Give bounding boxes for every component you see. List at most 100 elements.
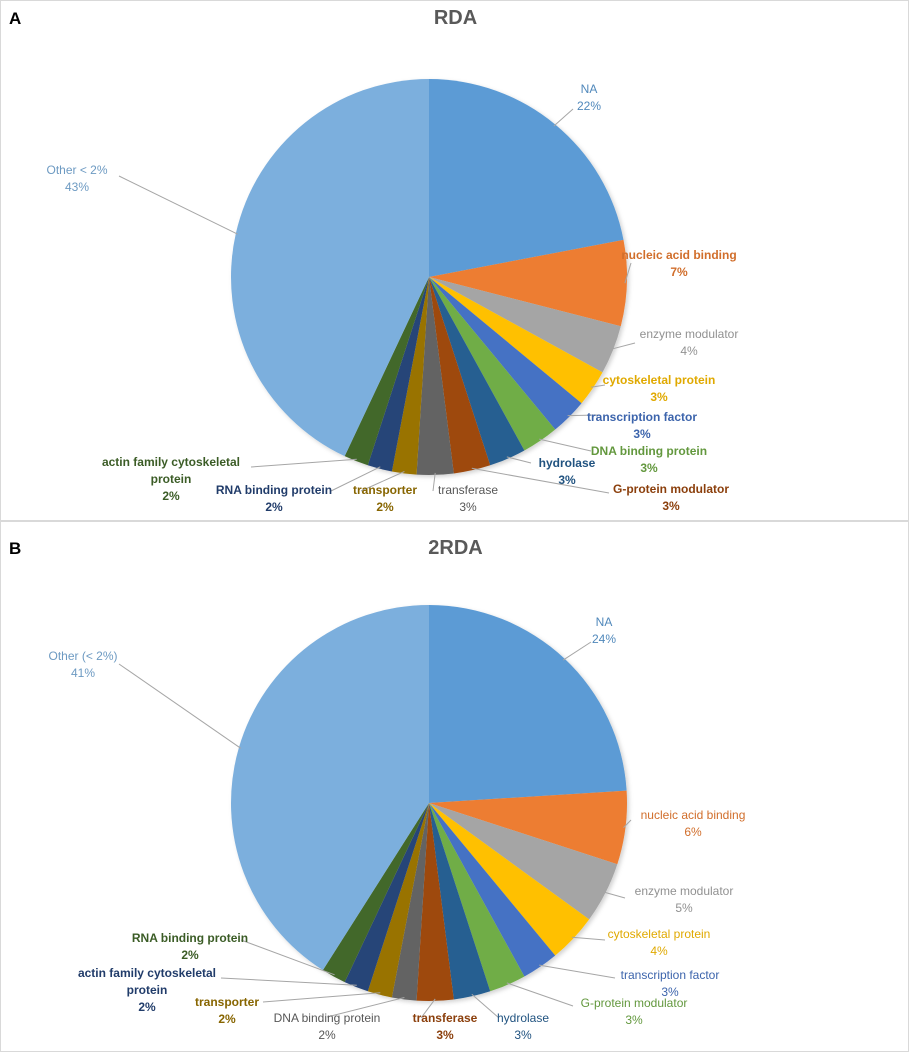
slice-label-dna-binding-protein: DNA binding protein [274, 1011, 381, 1025]
leader-line-transferase [420, 998, 436, 1019]
slice-label-nucleic-acid-binding: nucleic acid binding [621, 248, 736, 262]
slice-label-hydrolase: hydrolase [497, 1011, 549, 1025]
slice-label-transferase: transferase [438, 483, 498, 497]
pie-slice-other-2 [230, 605, 429, 971]
slice-label-dna-binding-protein: DNA binding protein [591, 444, 707, 458]
slice-percent-other-2: 41% [71, 666, 95, 680]
slice-label-nucleic-acid-binding: nucleic acid binding [641, 808, 746, 822]
pie-slice-transcription-factor [429, 277, 582, 430]
slice-percent-dna-binding-protein: 3% [640, 461, 658, 475]
slice-percent-na: 24% [592, 632, 616, 646]
pie-slice-transporter [391, 277, 429, 475]
leader-line-transporter [262, 992, 381, 1003]
slice-percent-g-protein-modulator: 3% [662, 499, 680, 513]
slice-label-enzyme-modulator: enzyme modulator [635, 884, 734, 898]
chart-title-2rda: 2RDA [428, 537, 483, 559]
slice-label-transporter: transporter [353, 483, 417, 497]
leader-line-hydrolase [471, 993, 500, 1019]
leader-line-g-protein-modulator [471, 467, 610, 494]
leader-line-other-2 [118, 175, 238, 235]
pie-slice-enzyme-modulator [429, 277, 621, 373]
leader-line-g-protein-modulator [506, 982, 574, 1007]
leader-line-actin-family-cytoskeletal-protein [250, 458, 357, 468]
leader-line-cytoskeletal-protein [591, 384, 606, 388]
slice-percent-g-protein-modulator: 3% [625, 1013, 643, 1027]
slice-percent-transcription-factor: 3% [633, 427, 651, 441]
slice-percent-transferase: 3% [459, 500, 477, 514]
pie-slice-transferase [416, 803, 454, 1002]
slice-percent-dna-binding-protein: 2% [318, 1028, 336, 1042]
panel-letter-b: B [9, 539, 22, 558]
slice-label-rna-binding-protein: RNA binding protein [132, 931, 248, 945]
pie-slice-g-protein-modulator [429, 277, 491, 474]
pie-slice-transferase [416, 277, 454, 476]
leader-line-hydrolase [506, 456, 532, 464]
leader-line-cytoskeletal-protein [571, 936, 606, 941]
slice-percent-transporter: 2% [218, 1012, 236, 1026]
pie-slice-hydrolase [429, 803, 491, 1000]
slice-percent-actin-family-cytoskeletal-protein: 2% [138, 1000, 156, 1014]
slice-percent-actin-family-cytoskeletal-protein: 2% [162, 489, 180, 503]
pie-slice-other-2 [230, 78, 429, 457]
leader-line-rna-binding-protein [330, 466, 381, 492]
slice-percent-cytoskeletal-protein: 3% [650, 390, 668, 404]
leader-line-transferase [432, 472, 436, 492]
pie-chart-rda: NA 22% nucleic acid binding 7% enzyme modula… [46, 78, 739, 514]
pie-slice-actin-family-cytoskeletal-protein [344, 277, 429, 466]
slice-percent-hydrolase: 3% [514, 1028, 532, 1042]
pie-slice-hydrolase [429, 277, 525, 466]
leader-line-other-2 [118, 663, 242, 749]
slice-percent-enzyme-modulator: 4% [680, 344, 698, 358]
pie-slice-rna-binding-protein [322, 803, 429, 983]
pie-slice-na [429, 605, 627, 803]
leader-line-na [562, 641, 592, 661]
pie-slice-na [429, 79, 624, 277]
pie-slices [230, 78, 627, 476]
slice-label-rna-binding-protein: RNA binding protein [216, 483, 332, 497]
slice-label-cytoskeletal-protein: cytoskeletal protein [603, 373, 716, 387]
slice-label-actin-family-cytoskeletal-protein-line2: protein [151, 472, 192, 486]
pie-slice-dna-binding-protein [429, 277, 556, 451]
slice-percent-transporter: 2% [376, 500, 394, 514]
leader-line-transcription-factor [567, 414, 600, 417]
leader-line-nucleic-acid-binding [624, 262, 632, 284]
pie-slice-cytoskeletal-protein [429, 803, 590, 956]
slice-percent-transferase: 3% [436, 1028, 454, 1042]
slice-label-transcription-factor: transcription factor [587, 410, 697, 424]
slice-percent-cytoskeletal-protein: 4% [650, 944, 668, 958]
leader-line-enzyme-modulator [603, 891, 626, 899]
chart-title-rda: RDA [433, 7, 478, 29]
slice-label-g-protein-modulator: G-protein modulator [613, 482, 729, 496]
slice-label-actin-family-cytoskeletal-protein: actin family cytoskeletal [78, 966, 216, 980]
slice-label-transferase: transferase [413, 1011, 478, 1025]
leader-line-rna-binding-protein [240, 939, 335, 976]
slice-percent-hydrolase: 3% [558, 473, 576, 487]
slice-label-enzyme-modulator: enzyme modulator [640, 327, 739, 341]
pie-slices [230, 605, 628, 1002]
slice-label-actin-family-cytoskeletal-protein-line2: protein [127, 983, 168, 997]
leader-line-transporter [360, 471, 405, 492]
pie-slice-cytoskeletal-protein [429, 277, 603, 404]
slice-percent-nucleic-acid-binding: 7% [670, 265, 688, 279]
pie-slice-rna-binding-protein [367, 277, 429, 472]
leader-line-dna-binding-protein [326, 997, 405, 1018]
slice-label-actin-family-cytoskeletal-protein: actin family cytoskeletal [102, 455, 240, 469]
slice-label-transporter: transporter [195, 995, 259, 1009]
pie-slice-enzyme-modulator [429, 803, 618, 920]
slice-label-na: NA [581, 82, 598, 96]
pie-slice-nucleic-acid-binding [429, 790, 628, 865]
slice-label-g-protein-modulator: G-protein modulator [581, 996, 688, 1010]
pie-slice-transporter [367, 803, 429, 998]
pie-slice-g-protein-modulator [429, 803, 525, 992]
slice-percent-rna-binding-protein: 2% [265, 500, 283, 514]
leader-line-enzyme-modulator [611, 342, 636, 350]
slice-percent-enzyme-modulator: 5% [675, 901, 693, 915]
pie-slice-actin-family-cytoskeletal-protein [344, 803, 429, 992]
panel-letter-a: A [9, 9, 22, 28]
pie-slice-nucleic-acid-binding [429, 239, 627, 327]
slice-label-other-2: Other < 2% [46, 163, 107, 177]
slice-label-na: NA [596, 615, 613, 629]
leader-line-actin-family-cytoskeletal-protein [220, 977, 357, 986]
leader-line-transcription-factor [539, 964, 616, 979]
slice-percent-transcription-factor: 3% [661, 985, 679, 999]
